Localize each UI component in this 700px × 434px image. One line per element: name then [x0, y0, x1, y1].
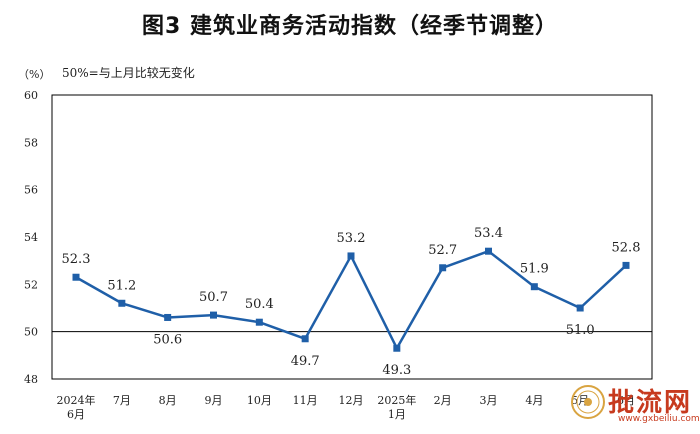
y-tick-label: 54	[24, 231, 38, 244]
x-tick-label: 10月	[247, 394, 272, 407]
data-point	[485, 247, 492, 255]
y-tick-label: 52	[24, 278, 38, 291]
reference-note: 50%=与上月比较无变化	[62, 66, 195, 80]
x-tick-label: 11月	[293, 394, 318, 407]
x-tick-label: 12月	[339, 394, 364, 407]
x-tick-label: 4月	[525, 394, 543, 407]
plot-frame	[51, 94, 653, 380]
x-tick-label: 7月	[113, 394, 131, 407]
chart-title: 图3 建筑业商务活动指数（经季节调整）	[142, 14, 558, 39]
data-point	[255, 318, 263, 326]
data-label: 51.0	[566, 323, 595, 338]
data-label: 52.8	[612, 240, 641, 255]
data-label: 51.2	[107, 278, 136, 293]
data-point	[622, 261, 630, 269]
watermark-text: 批流网	[608, 388, 693, 418]
watermark-logo: 批流网 www.gxbeiliu.com	[570, 384, 700, 432]
x-tick-label: 9月	[205, 394, 223, 407]
watermark-url: www.gxbeiliu.com	[618, 414, 700, 424]
seal-icon	[571, 385, 605, 419]
data-point	[210, 311, 217, 319]
data-label: 50.4	[245, 297, 274, 312]
y-tick-label: 60	[24, 89, 38, 102]
y-tick-label: 58	[24, 136, 38, 149]
data-point	[347, 252, 355, 260]
data-point	[576, 304, 584, 312]
x-tick-label: 2024年 6月	[57, 393, 96, 421]
y-tick-label: 50	[24, 326, 38, 339]
x-tick-label: 3月	[480, 394, 498, 407]
data-label: 52.3	[62, 252, 91, 267]
y-tick-label: 56	[24, 184, 38, 197]
data-label: 53.4	[474, 226, 503, 241]
x-tick-label: 2月	[434, 394, 452, 407]
data-label: 51.9	[520, 262, 549, 277]
data-point	[301, 335, 309, 343]
data-point	[72, 273, 80, 281]
data-point	[164, 313, 172, 321]
x-tick-label: 6月	[617, 394, 635, 407]
data-label: 52.7	[428, 243, 457, 258]
data-point	[530, 283, 538, 291]
x-tick-label: 8月	[159, 394, 177, 407]
y-tick-label: 48	[24, 373, 38, 386]
y-axis-unit-label: （%）	[18, 68, 51, 81]
data-label: 50.6	[153, 332, 182, 347]
x-tick-label: 2025年 1月	[377, 393, 416, 421]
data-point	[393, 344, 401, 352]
data-label: 49.3	[382, 363, 411, 378]
data-point	[439, 264, 447, 272]
data-label: 50.7	[199, 290, 228, 305]
data-point	[118, 299, 126, 307]
data-label: 53.2	[337, 231, 366, 246]
data-label: 49.7	[291, 354, 320, 369]
